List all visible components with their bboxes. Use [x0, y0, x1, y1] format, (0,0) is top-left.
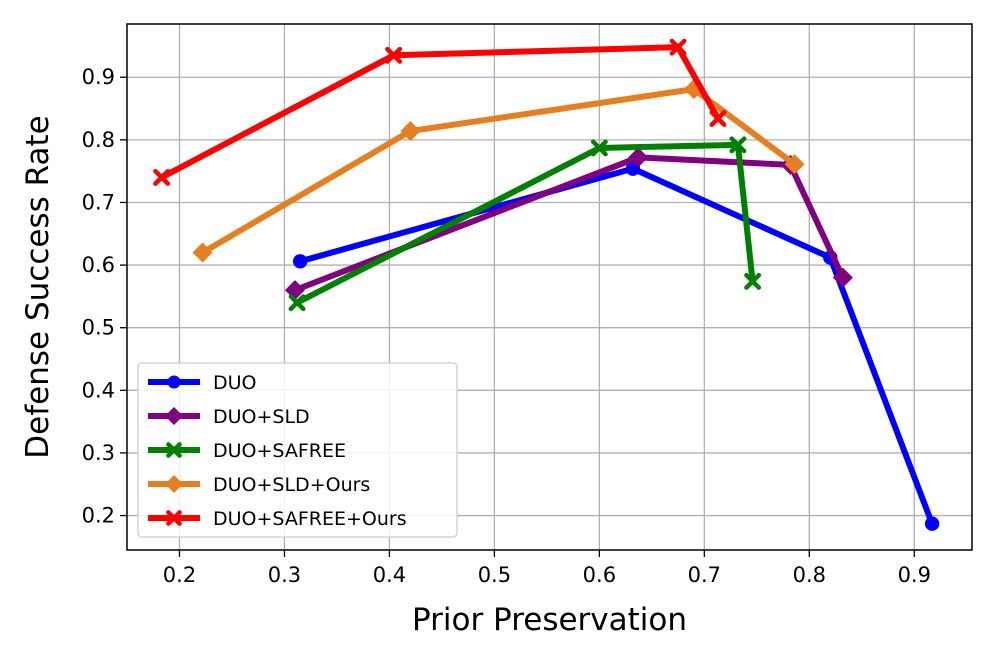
data-point-duo-safree-ours	[669, 38, 687, 56]
data-point-duo-safree-ours	[385, 46, 403, 64]
legend-marker	[166, 510, 182, 526]
data-point-duo-safree-ours	[709, 110, 727, 128]
data-point-duo-safree	[590, 139, 608, 157]
x-axis-label: Prior Preservation	[412, 602, 687, 638]
legend-marker	[166, 442, 182, 458]
data-point-duo-sld	[832, 267, 853, 288]
y-tick-label: 0.5	[82, 316, 115, 340]
legend-label: DUO	[213, 372, 257, 394]
series-line-duo-safree	[295, 141, 756, 306]
legend-marker	[165, 407, 183, 425]
x-tick-label: 0.7	[688, 563, 721, 587]
y-tick-label: 0.7	[82, 190, 115, 214]
legend-item-duo-safree: DUO+SAFREE	[148, 440, 346, 462]
data-point-duo	[292, 254, 308, 269]
plot-frame	[126, 23, 973, 551]
series-duo-safree	[288, 136, 762, 312]
data-point-duo-sld	[628, 147, 649, 168]
series-line-duo-sld-ours	[201, 86, 797, 256]
y-tick-label: 0.3	[82, 441, 115, 465]
y-tick-label: 0.4	[82, 378, 115, 402]
x-tick-label: 0.2	[163, 563, 196, 587]
data-point-duo-safree	[729, 136, 747, 154]
legend-box	[137, 362, 458, 538]
legend-label: DUO+SAFREE	[213, 440, 346, 462]
legend-marker	[167, 375, 181, 389]
legend-label: DUO+SAFREE+Ours	[213, 508, 407, 530]
x-tick-label: 0.5	[478, 563, 511, 587]
data-point-duo-sld-ours	[192, 242, 213, 263]
data-point-duo-sld-ours	[784, 154, 805, 175]
series-duo-safree-ours	[153, 38, 727, 186]
y-tick-label: 0.2	[82, 504, 115, 528]
legend-label: DUO+SLD+Ours	[213, 474, 370, 496]
y-tick-label: 0.9	[82, 65, 115, 89]
series-line-duo-safree-ours	[160, 44, 721, 181]
x-tick-label: 0.3	[268, 563, 301, 587]
y-tick-label: 0.6	[82, 253, 115, 277]
data-point-duo-safree	[288, 294, 306, 312]
x-tick-label: 0.6	[583, 563, 616, 587]
legend-item-duo-sld-ours: DUO+SLD+Ours	[148, 474, 370, 496]
legend-label: DUO+SLD	[213, 406, 310, 428]
y-tick-label: 0.8	[82, 128, 115, 152]
data-point-duo	[924, 516, 940, 531]
legend-marker	[165, 475, 183, 493]
data-point-duo-safree	[744, 272, 762, 290]
series-duo-sld-ours	[192, 79, 805, 263]
legend-item-duo-sld: DUO+SLD	[148, 406, 310, 428]
x-tick-label: 0.8	[793, 563, 826, 587]
legend-item-duo-safree-ours: DUO+SAFREE+Ours	[148, 508, 407, 530]
series-line-duo-sld	[293, 154, 846, 293]
x-tick-label: 0.4	[373, 563, 406, 587]
data-point-duo-sld-ours	[400, 121, 421, 142]
series-layer	[153, 38, 940, 531]
y-axis-label: Defense Success Rate	[20, 115, 56, 458]
x-tick-label: 0.9	[898, 563, 931, 587]
data-point-duo-safree-ours	[153, 168, 171, 186]
legend: DUO DUO+SLD DUO+SAFREE DUO+SLD+Ours DUO+SAFR…	[137, 362, 458, 538]
legend-item-duo: DUO	[148, 372, 257, 394]
ticks: 0.2 0.3 0.4 0.5 0.6 0.7 0.8 0.9 0.2 0.3 0.4 0.5 0.6 0…	[82, 65, 931, 587]
series-duo-sld	[284, 147, 853, 301]
